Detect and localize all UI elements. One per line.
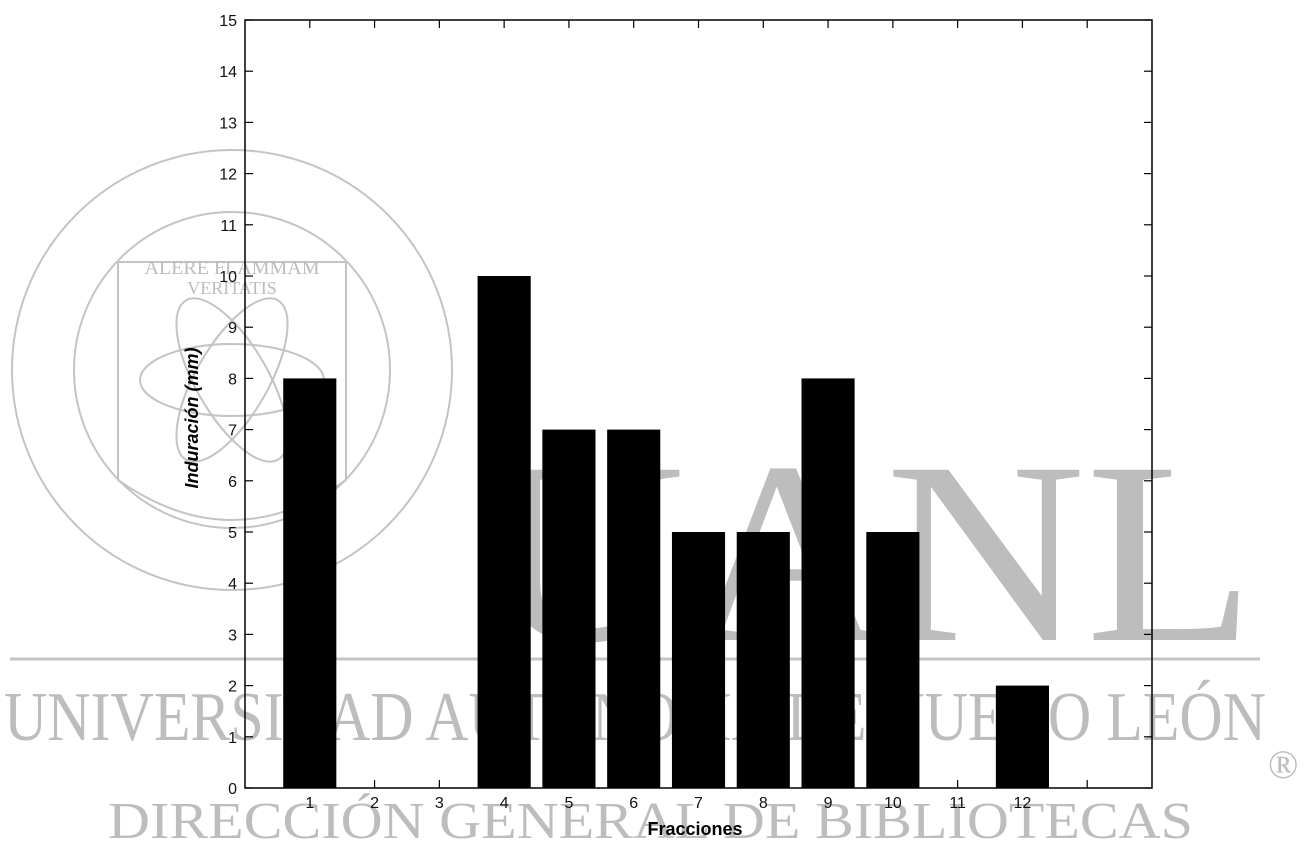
watermark-directorate-line: DIRECCIÓN GENERAL DE BIBLIOTECAS (108, 792, 1193, 843)
y-tick-label: 9 (228, 320, 237, 337)
x-tick-label: 11 (949, 795, 966, 812)
y-tick-label: 12 (219, 167, 237, 184)
x-tick-label: 1 (305, 795, 314, 812)
bars (283, 276, 1049, 788)
bar-4 (477, 276, 531, 788)
watermark-motto-line2: VERITATIS (187, 278, 277, 298)
y-tick-label: 15 (219, 13, 237, 30)
bar-12 (995, 685, 1049, 788)
bar-1 (283, 378, 337, 788)
bar-7 (671, 532, 726, 788)
y-tick-label: 4 (228, 576, 237, 593)
axis-ticks (245, 19, 1152, 789)
y-tick-label: 14 (219, 64, 237, 81)
y-tick-label: 11 (220, 218, 237, 235)
watermark-seal: ALERE FLAMMAM VERITATIS (11, 149, 453, 591)
y-tick-label: 1 (228, 730, 237, 747)
y-tick-label: 0 (228, 781, 237, 798)
x-tick-label: 7 (694, 795, 703, 812)
y-tick-label: 8 (228, 371, 237, 388)
watermark-registered-mark: ® (1268, 742, 1298, 787)
x-tick-label: 6 (629, 795, 638, 812)
y-tick-label: 3 (228, 627, 237, 644)
y-axis-label: Induración (mm) (182, 347, 202, 488)
x-tick-label: 5 (564, 795, 573, 812)
y-tick-label: 2 (228, 679, 237, 696)
y-tick-label: 5 (228, 525, 237, 542)
x-tick-label: 8 (759, 795, 768, 812)
bar-5 (542, 429, 596, 788)
y-tick-label: 6 (228, 474, 237, 491)
y-tick-label: 13 (219, 115, 237, 132)
bar-6 (607, 429, 661, 788)
x-tick-labels: 1 2 3 4 5 6 7 8 9 10 11 12 (305, 795, 1031, 812)
x-tick-label: 4 (500, 795, 509, 812)
x-tick-label: 2 (370, 795, 379, 812)
x-tick-label: 12 (1014, 795, 1032, 812)
y-tick-label: 7 (228, 423, 237, 440)
x-tick-label: 9 (824, 795, 833, 812)
bar-9 (801, 378, 855, 788)
x-axis-label: Fracciones (647, 819, 742, 839)
watermark-motto-line1: ALERE FLAMMAM (144, 257, 319, 279)
y-tick-label: 10 (219, 269, 237, 286)
bar-8 (736, 532, 790, 788)
x-tick-label: 10 (884, 795, 902, 812)
x-tick-label: 3 (435, 795, 444, 812)
bar-10 (866, 532, 920, 788)
